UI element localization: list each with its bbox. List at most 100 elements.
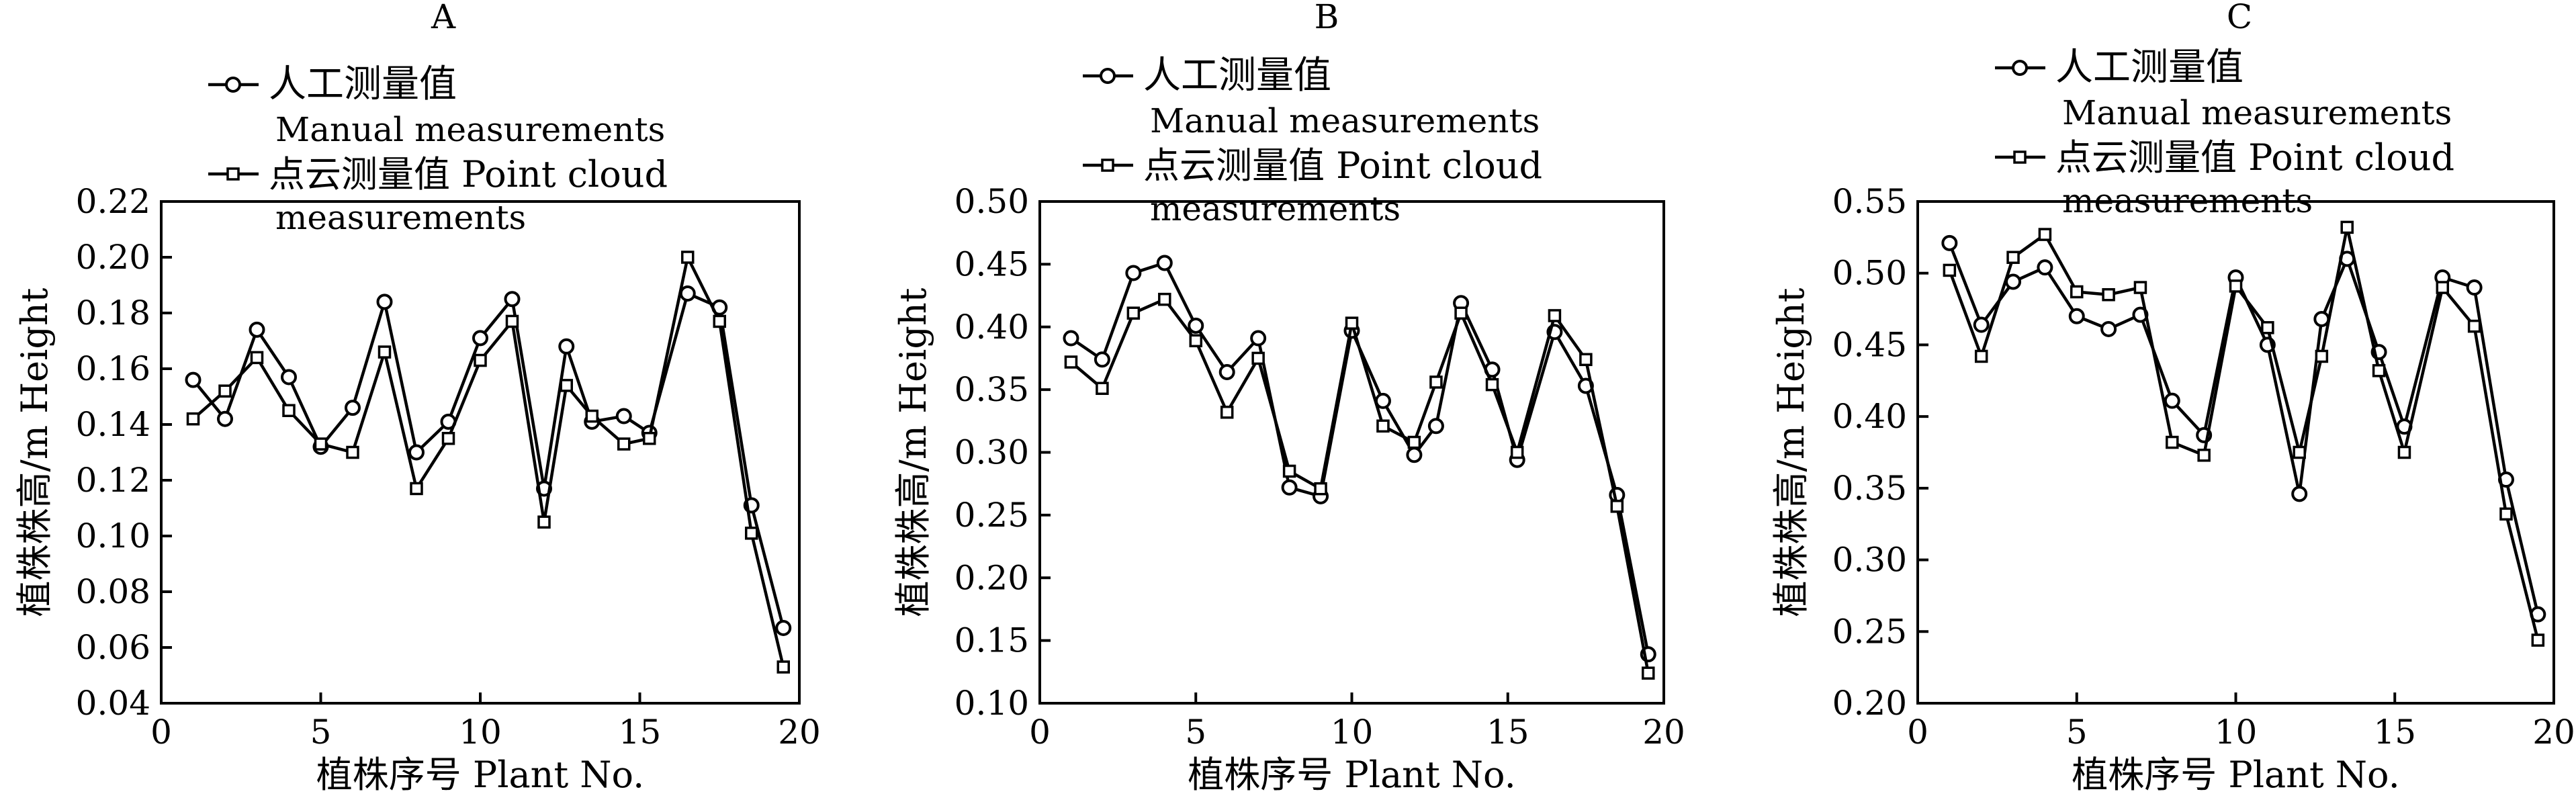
legend-label-point-cloud-2: measurements xyxy=(275,198,526,237)
x-tick-label: 5 xyxy=(1185,713,1206,752)
data-point-circle xyxy=(1250,330,1267,347)
data-point-square xyxy=(1610,500,1624,513)
data-point-square xyxy=(2102,287,2115,302)
y-tick-label: 0.50 xyxy=(954,182,1029,221)
y-tick-label: 0.50 xyxy=(1832,254,1907,293)
y-tick-label: 0.20 xyxy=(76,238,150,277)
data-point-circle xyxy=(1406,447,1423,463)
data-point-square xyxy=(2499,507,2513,521)
data-point-square xyxy=(2229,279,2243,293)
y-tick-label: 0.06 xyxy=(76,628,150,667)
x-tick-label: 0 xyxy=(150,713,172,752)
data-point-square xyxy=(2340,220,2354,234)
data-point-circle xyxy=(2291,486,2308,502)
data-point-square xyxy=(441,432,455,445)
data-point-circle xyxy=(615,408,632,424)
series-manual xyxy=(1063,255,1656,663)
y-tick-label: 0.25 xyxy=(1832,612,1907,651)
series-point-cloud xyxy=(1064,292,1655,680)
legend-label-point-cloud-2: measurements xyxy=(2062,181,2313,220)
data-point-square xyxy=(745,527,758,540)
data-point-circle xyxy=(1188,317,1204,334)
data-point-square xyxy=(1642,666,1655,680)
y-tick-label: 0.30 xyxy=(954,433,1029,472)
data-point-circle xyxy=(1973,316,1990,333)
data-point-circle xyxy=(2164,392,2180,409)
chart-title: A xyxy=(431,0,456,36)
data-point-square xyxy=(186,412,200,426)
data-point-circle xyxy=(1094,351,1110,368)
data-point-square xyxy=(1407,435,1421,449)
data-point-square xyxy=(2133,281,2147,294)
data-point-circle xyxy=(1125,265,1142,281)
data-point-square xyxy=(377,345,392,359)
legend: 人工测量值 Manual measurements 点云测量值 Point clou… xyxy=(1083,54,1542,228)
legend-marker-circle xyxy=(225,77,241,93)
data-point-square xyxy=(2531,633,2545,647)
data-point-square xyxy=(505,314,519,328)
data-point-square xyxy=(776,660,790,674)
series-point-cloud xyxy=(1943,220,2545,647)
y-tick-label: 0.16 xyxy=(76,349,150,388)
series-manual xyxy=(185,285,792,636)
data-point-square xyxy=(2166,435,2179,449)
legend-label-manual-cn: 人工测量值 xyxy=(1143,54,1331,97)
data-point-circle xyxy=(281,369,297,386)
y-tick-label: 0.25 xyxy=(954,496,1029,535)
data-point-square xyxy=(2038,228,2052,241)
legend-label-manual-cn: 人工测量值 xyxy=(269,62,457,106)
data-point-square xyxy=(2006,251,2020,264)
data-point-square xyxy=(1189,334,1202,348)
x-tick-label: 20 xyxy=(1642,713,1685,752)
data-point-circle xyxy=(376,294,393,310)
x-tick-label: 15 xyxy=(619,713,662,752)
data-point-square xyxy=(1251,351,1265,365)
y-tick-label: 0.55 xyxy=(1832,182,1907,221)
legend-marker-circle xyxy=(1100,68,1116,84)
x-axis-label: 植株序号 Plant No. xyxy=(1188,754,1516,796)
data-point-circle xyxy=(2100,320,2117,337)
series-line xyxy=(192,255,785,668)
data-point-square xyxy=(681,251,695,264)
data-point-square xyxy=(1429,375,1443,389)
x-axis-label: 植株序号 Plant No. xyxy=(316,754,645,796)
plot-frame xyxy=(160,200,801,705)
y-tick-label: 0.35 xyxy=(954,370,1029,409)
x-tick-label: 0 xyxy=(1029,713,1051,752)
data-point-square xyxy=(2261,321,2274,334)
y-tick-label: 0.10 xyxy=(954,684,1029,723)
data-point-square xyxy=(1314,482,1327,496)
data-point-square xyxy=(1548,309,1562,322)
data-point-circle xyxy=(2068,308,2085,324)
data-point-square xyxy=(560,379,573,392)
x-tick-label: 5 xyxy=(2066,713,2088,752)
data-point-square xyxy=(474,353,487,367)
y-tick-label: 0.08 xyxy=(76,572,150,611)
data-point-circle xyxy=(2313,311,2330,328)
data-point-circle xyxy=(775,619,792,636)
chart-panel-c: C 0.20 0.25 0.30 0.35 0.40 0.45 0.50 0.55 0 5 10 15 2… xyxy=(1770,0,2575,796)
legend: 人工测量值 Manual measurements 点云测量值 Point clou… xyxy=(1995,46,2454,220)
data-point-circle xyxy=(1218,363,1235,380)
y-tick-label: 0.20 xyxy=(1832,684,1907,723)
data-point-circle xyxy=(1427,418,1444,435)
x-tick-label: 10 xyxy=(1331,713,1374,752)
x-tick-label: 15 xyxy=(2373,713,2416,752)
data-point-circle xyxy=(1063,330,1079,347)
legend-label-point-cloud-1: 点云测量值 Point cloud xyxy=(269,153,668,195)
data-point-square xyxy=(1943,263,1957,277)
y-tick-label: 0.14 xyxy=(76,405,150,444)
x-tick-label: 15 xyxy=(1486,713,1529,752)
data-point-circle xyxy=(679,285,696,302)
data-point-square xyxy=(1064,355,1078,369)
x-tick-label: 10 xyxy=(2215,713,2258,752)
data-point-square xyxy=(2467,319,2481,333)
data-point-circle xyxy=(504,291,521,308)
data-point-square xyxy=(2436,281,2450,294)
y-tick-label: 0.45 xyxy=(954,244,1029,283)
data-point-square xyxy=(282,404,296,417)
data-point-square xyxy=(346,445,359,459)
data-point-square xyxy=(2197,449,2211,462)
y-tick-label: 0.10 xyxy=(76,517,150,555)
